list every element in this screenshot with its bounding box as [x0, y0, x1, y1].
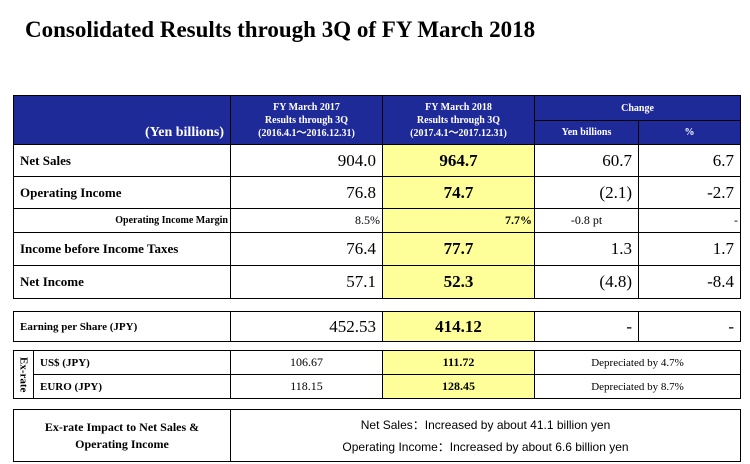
net-income-fy2017: 57.1: [230, 265, 383, 299]
impact-net-sales: Net Sales：Increased by about 41.1 billio…: [360, 417, 611, 432]
net-sales-fy2017: 904.0: [230, 144, 383, 177]
col-fy2018-title: FY March 2018: [425, 101, 492, 113]
page-title: Consolidated Results through 3Q of FY Ma…: [25, 17, 536, 42]
table-row: Operating Income Margin 8.5% 7.7% -0.8 p…: [13, 208, 742, 233]
eps-change: -: [534, 311, 639, 342]
table-row: Earning per Share (JPY) 452.53 414.12 - …: [13, 311, 741, 342]
table-row: Net Sales 904.0 964.7 60.7 6.7: [13, 144, 742, 177]
eps-table: Earning per Share (JPY) 452.53 414.12 - …: [13, 311, 741, 342]
operating-income-fy2018: 74.7: [382, 176, 535, 209]
col-fy2017-header: FY March 2017 Results through 3Q (2016.4…: [230, 95, 383, 145]
euro-fy2018: 128.45: [382, 374, 535, 399]
exrate-table: Ex-rate US$ (JPY) 106.67 111.72 Deprecia…: [13, 350, 741, 399]
row-label-euro: EURO (JPY): [33, 374, 231, 399]
change-header: Change: [533, 95, 742, 121]
operating-income-fy2017: 76.8: [230, 176, 383, 209]
net-sales-pct: 6.7: [637, 144, 742, 177]
unit-label: (Yen billions): [145, 125, 224, 140]
impact-operating-income: Operating Income：Increased by about 6.6 …: [342, 439, 629, 454]
eps-pct: -: [638, 311, 741, 342]
col-fy2018-period: (2017.4.1～2017.12.31): [410, 127, 507, 139]
operating-margin-fy2017: 8.5%: [230, 208, 383, 233]
change-yen-header: Yen billions: [534, 120, 639, 145]
table-row: Operating Income 76.8 74.7 (2.1) -2.7: [13, 176, 742, 209]
unit-label-cell: (Yen billions): [13, 95, 231, 145]
row-label-net-income: Net Income: [13, 265, 231, 299]
net-income-fy2018: 52.3: [382, 265, 535, 299]
row-label-income-before-tax: Income before Income Taxes: [13, 232, 231, 266]
table-row: Ex-rate Impact to Net Sales & Operating …: [13, 409, 741, 462]
table-row: Ex-rate US$ (JPY) 106.67 111.72 Deprecia…: [13, 350, 741, 399]
col-fy2017-period: (2016.4.1～2016.12.31): [258, 127, 355, 139]
exrate-side-label: Ex-rate: [13, 350, 34, 399]
operating-income-pct: -2.7: [637, 176, 742, 209]
usd-note: Depreciated by 4.7%: [534, 350, 741, 375]
row-label-usd: US$ (JPY): [33, 350, 231, 375]
row-label-eps: Earning per Share (JPY): [13, 311, 231, 342]
net-income-change: (4.8): [534, 265, 639, 299]
eps-fy2018: 414.12: [382, 311, 535, 342]
income-before-tax-change: 1.3: [534, 232, 639, 266]
col-fy2018-header: FY March 2018 Results through 3Q (2017.4…: [382, 95, 535, 145]
usd-fy2018: 111.72: [382, 350, 535, 375]
results-table: (Yen billions) FY March 2017 Results thr…: [13, 95, 742, 299]
impact-details: Net Sales：Increased by about 41.1 billio…: [230, 409, 741, 462]
table-row: EURO (JPY) 118.15 128.45 Depreciated by …: [14, 374, 741, 399]
row-label-operating-margin: Operating Income Margin: [13, 208, 231, 233]
col-fy2018-sub: Results through 3Q: [416, 114, 501, 126]
income-before-tax-fy2018: 77.7: [382, 232, 535, 266]
net-sales-change: 60.7: [534, 144, 639, 177]
eps-fy2017: 452.53: [230, 311, 383, 342]
table-row: Net Income 57.1 52.3 (4.8) -8.4: [13, 265, 742, 299]
operating-margin-change: -0.8 pt: [534, 208, 639, 233]
euro-note: Depreciated by 8.7%: [534, 374, 741, 399]
net-income-pct: -8.4: [637, 265, 742, 299]
income-before-tax-pct: 1.7: [637, 232, 742, 266]
usd-fy2017: 106.67: [230, 350, 383, 375]
income-before-tax-fy2017: 76.4: [230, 232, 383, 266]
impact-label: Ex-rate Impact to Net Sales & Operating …: [13, 409, 231, 462]
table-row: Income before Income Taxes 76.4 77.7 1.3…: [13, 232, 742, 266]
operating-margin-fy2018: 7.7%: [382, 208, 535, 233]
row-label-operating-income: Operating Income: [13, 176, 231, 209]
col-fy2017-title: FY March 2017: [273, 101, 340, 113]
col-fy2017-sub: Results through 3Q: [264, 114, 349, 126]
euro-fy2017: 118.15: [230, 374, 383, 399]
net-sales-fy2018: 964.7: [382, 144, 535, 177]
operating-margin-pct: -: [637, 208, 742, 233]
row-label-net-sales: Net Sales: [13, 144, 231, 177]
impact-table: Ex-rate Impact to Net Sales & Operating …: [13, 409, 741, 462]
operating-income-change: (2.1): [534, 176, 639, 209]
change-pct-header: %: [637, 120, 742, 145]
